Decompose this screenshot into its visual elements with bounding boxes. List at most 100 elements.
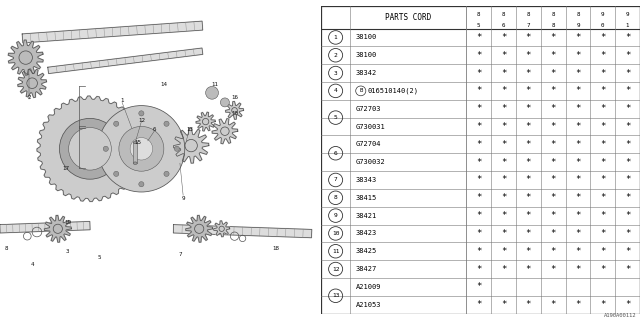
Text: 13: 13 — [186, 127, 193, 132]
Text: *: * — [501, 265, 506, 274]
Text: *: * — [501, 247, 506, 256]
Text: *: * — [575, 68, 580, 77]
Text: *: * — [625, 193, 630, 202]
Text: *: * — [476, 140, 481, 149]
Text: 15: 15 — [134, 140, 141, 145]
Text: 2: 2 — [333, 53, 337, 58]
Text: *: * — [550, 86, 556, 95]
Polygon shape — [0, 221, 90, 233]
Text: *: * — [501, 104, 506, 113]
Text: A21053: A21053 — [356, 302, 381, 308]
Text: 6: 6 — [502, 23, 505, 28]
Text: *: * — [501, 158, 506, 167]
Text: *: * — [501, 51, 506, 60]
Text: 0: 0 — [601, 23, 605, 28]
Text: *: * — [476, 33, 481, 42]
Text: *: * — [625, 211, 630, 220]
Text: *: * — [575, 140, 580, 149]
Text: 9: 9 — [601, 12, 605, 17]
Text: *: * — [600, 175, 605, 184]
Text: *: * — [625, 175, 630, 184]
Circle shape — [139, 111, 144, 116]
Text: 12: 12 — [332, 267, 339, 272]
Text: *: * — [501, 229, 506, 238]
Text: *: * — [575, 86, 580, 95]
Text: *: * — [476, 86, 481, 95]
Text: *: * — [501, 300, 506, 309]
Text: 18: 18 — [273, 245, 280, 251]
Text: 3: 3 — [333, 71, 337, 76]
Polygon shape — [196, 112, 215, 131]
Text: *: * — [600, 229, 605, 238]
Polygon shape — [44, 215, 71, 242]
Text: *: * — [600, 211, 605, 220]
Text: *: * — [550, 68, 556, 77]
Polygon shape — [8, 40, 44, 75]
Text: *: * — [525, 300, 531, 309]
Text: *: * — [476, 265, 481, 274]
Text: *: * — [525, 51, 531, 60]
Text: *: * — [600, 68, 605, 77]
Text: B: B — [359, 88, 362, 93]
Text: G72703: G72703 — [356, 106, 381, 112]
Ellipse shape — [133, 162, 137, 164]
Text: *: * — [525, 68, 531, 77]
Text: 8: 8 — [527, 12, 530, 17]
Text: *: * — [550, 158, 556, 167]
Text: 2: 2 — [27, 95, 31, 100]
Text: *: * — [501, 86, 506, 95]
Circle shape — [119, 126, 164, 171]
Text: 7: 7 — [178, 252, 182, 257]
Text: *: * — [525, 265, 531, 274]
Text: 9: 9 — [181, 196, 185, 201]
Text: *: * — [525, 140, 531, 149]
Polygon shape — [22, 21, 203, 43]
Text: 12: 12 — [138, 117, 145, 123]
Text: 9: 9 — [626, 12, 629, 17]
Circle shape — [103, 146, 108, 151]
Text: *: * — [600, 86, 605, 95]
Text: *: * — [476, 300, 481, 309]
Text: 6: 6 — [333, 151, 337, 156]
Text: *: * — [625, 33, 630, 42]
Text: *: * — [575, 158, 580, 167]
Polygon shape — [48, 48, 203, 74]
Text: *: * — [625, 68, 630, 77]
Text: *: * — [600, 104, 605, 113]
Text: *: * — [575, 193, 580, 202]
Text: *: * — [525, 104, 531, 113]
Text: 1: 1 — [626, 23, 629, 28]
Ellipse shape — [133, 141, 137, 144]
Text: 6: 6 — [152, 127, 156, 132]
Text: *: * — [525, 86, 531, 95]
Text: 16: 16 — [231, 95, 238, 100]
Text: *: * — [525, 211, 531, 220]
Text: *: * — [600, 265, 605, 274]
Text: *: * — [575, 265, 580, 274]
Polygon shape — [186, 215, 212, 242]
Circle shape — [205, 86, 218, 99]
Text: *: * — [501, 211, 506, 220]
Text: 1: 1 — [120, 98, 124, 103]
Text: *: * — [476, 122, 481, 131]
Text: *: * — [476, 158, 481, 167]
Text: *: * — [525, 229, 531, 238]
Text: *: * — [625, 265, 630, 274]
Text: *: * — [550, 51, 556, 60]
Text: 3: 3 — [66, 249, 69, 254]
Text: *: * — [575, 300, 580, 309]
Text: *: * — [501, 33, 506, 42]
Text: *: * — [525, 158, 531, 167]
Text: A21009: A21009 — [356, 284, 381, 290]
Text: 38415: 38415 — [356, 195, 377, 201]
Circle shape — [164, 171, 169, 176]
Text: *: * — [550, 247, 556, 256]
Text: G72704: G72704 — [356, 141, 381, 147]
Circle shape — [114, 121, 119, 126]
Text: 8: 8 — [576, 12, 580, 17]
Text: *: * — [525, 122, 531, 131]
Text: *: * — [550, 33, 556, 42]
Text: 8: 8 — [333, 195, 337, 200]
Text: 8: 8 — [502, 12, 505, 17]
Text: *: * — [600, 122, 605, 131]
